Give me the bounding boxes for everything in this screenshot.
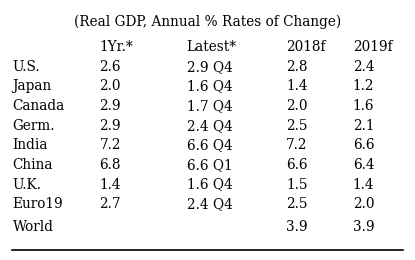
- Text: 1.4: 1.4: [353, 178, 374, 192]
- Text: 2.6: 2.6: [100, 60, 121, 74]
- Text: Euro19: Euro19: [12, 197, 63, 211]
- Text: 2.0: 2.0: [353, 197, 374, 211]
- Text: 2.0: 2.0: [100, 80, 121, 93]
- Text: 3.9: 3.9: [353, 220, 374, 234]
- Text: 2.5: 2.5: [286, 119, 308, 133]
- Text: 2.4 Q4: 2.4 Q4: [187, 119, 233, 133]
- Text: 2.0: 2.0: [286, 99, 308, 113]
- Text: 1.6 Q4: 1.6 Q4: [187, 80, 232, 93]
- Text: 2.8: 2.8: [286, 60, 308, 74]
- Text: 2.4: 2.4: [353, 60, 374, 74]
- Text: U.S.: U.S.: [12, 60, 40, 74]
- Text: 2018f: 2018f: [286, 40, 326, 54]
- Text: 2.5: 2.5: [286, 197, 308, 211]
- Text: 6.6: 6.6: [353, 138, 374, 152]
- Text: China: China: [12, 158, 53, 172]
- Text: 2.9 Q4: 2.9 Q4: [187, 60, 233, 74]
- Text: (Real GDP, Annual % Rates of Change): (Real GDP, Annual % Rates of Change): [74, 14, 341, 29]
- Text: 7.2: 7.2: [100, 138, 121, 152]
- Text: 1.6 Q4: 1.6 Q4: [187, 178, 232, 192]
- Text: 1.4: 1.4: [100, 178, 121, 192]
- Text: 2.9: 2.9: [100, 119, 121, 133]
- Text: 7.2: 7.2: [286, 138, 308, 152]
- Text: 1Yr.*: 1Yr.*: [100, 40, 133, 54]
- Text: 6.6 Q4: 6.6 Q4: [187, 138, 232, 152]
- Text: 1.5: 1.5: [286, 178, 308, 192]
- Text: 6.6: 6.6: [286, 158, 308, 172]
- Text: Germ.: Germ.: [12, 119, 55, 133]
- Text: Latest*: Latest*: [187, 40, 237, 54]
- Text: Canada: Canada: [12, 99, 65, 113]
- Text: 6.8: 6.8: [100, 158, 121, 172]
- Text: 1.4: 1.4: [286, 80, 308, 93]
- Text: 2.1: 2.1: [353, 119, 374, 133]
- Text: 2.7: 2.7: [100, 197, 121, 211]
- Text: 3.9: 3.9: [286, 220, 308, 234]
- Text: 6.6 Q1: 6.6 Q1: [187, 158, 232, 172]
- Text: 1.2: 1.2: [353, 80, 374, 93]
- Text: U.K.: U.K.: [12, 178, 42, 192]
- Text: 6.4: 6.4: [353, 158, 374, 172]
- Text: India: India: [12, 138, 48, 152]
- Text: 1.7 Q4: 1.7 Q4: [187, 99, 232, 113]
- Text: 2.4 Q4: 2.4 Q4: [187, 197, 233, 211]
- Text: 2019f: 2019f: [353, 40, 392, 54]
- Text: 2.9: 2.9: [100, 99, 121, 113]
- Text: World: World: [12, 220, 54, 234]
- Text: 1.6: 1.6: [353, 99, 374, 113]
- Text: Japan: Japan: [12, 80, 52, 93]
